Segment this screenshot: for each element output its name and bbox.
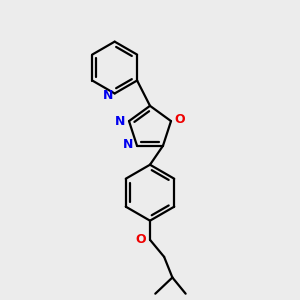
Text: N: N (115, 115, 125, 128)
Text: O: O (175, 113, 185, 126)
Text: O: O (136, 233, 146, 246)
Text: N: N (123, 138, 134, 151)
Text: N: N (103, 89, 113, 102)
